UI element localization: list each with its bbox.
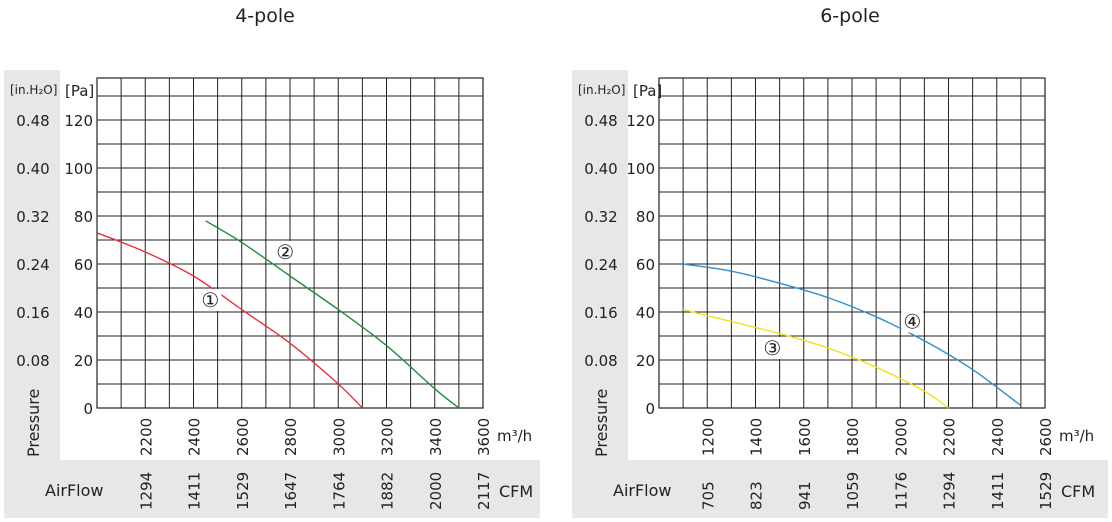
inh2o-unit-label: [in.H₂O] bbox=[10, 83, 57, 97]
series-line-1 bbox=[96, 232, 363, 409]
airflow-label: AirFlow bbox=[45, 481, 104, 500]
x-tick-label: 3000 bbox=[330, 418, 348, 456]
x-tick-label: 2600 bbox=[1037, 418, 1055, 456]
x-tick-label: 2000 bbox=[892, 418, 910, 456]
series-line-2 bbox=[682, 263, 1022, 407]
series-label: ③ bbox=[763, 336, 781, 360]
x-tick-label: 1600 bbox=[796, 418, 814, 456]
y-tick-label: 80 bbox=[74, 208, 93, 226]
series-label: ① bbox=[201, 288, 219, 312]
cfm-tick-label: 1059 bbox=[844, 472, 862, 510]
cfm-unit-label: CFM bbox=[1061, 482, 1095, 501]
y-tick-label: 60 bbox=[636, 256, 655, 274]
pressure-label: Pressure bbox=[592, 389, 611, 457]
x-tick-label: 2600 bbox=[234, 418, 252, 456]
inh2o-tick-label: 0.16 bbox=[584, 304, 617, 322]
inh2o-tick-label: 0.08 bbox=[584, 352, 617, 370]
x-tick-label: 2800 bbox=[282, 418, 300, 456]
series-label-bg bbox=[199, 289, 222, 311]
pressure-band bbox=[4, 70, 60, 460]
inh2o-tick-label: 0.16 bbox=[16, 304, 49, 322]
cfm-tick-label: 941 bbox=[796, 481, 814, 510]
x-tick-label: 2200 bbox=[137, 418, 155, 456]
cfm-tick-label: 2117 bbox=[475, 472, 493, 510]
cfm-tick-label: 1294 bbox=[941, 472, 959, 510]
airflow-band bbox=[4, 460, 540, 518]
inh2o-tick-label: 0.08 bbox=[16, 352, 49, 370]
x-tick-label: 1400 bbox=[748, 418, 766, 456]
cfm-tick-label: 1294 bbox=[137, 472, 155, 510]
pa-unit-label: [Pa] bbox=[65, 82, 94, 100]
inh2o-tick-label: 0.24 bbox=[584, 256, 617, 274]
x-tick-label: 2400 bbox=[989, 418, 1007, 456]
y-tick-label: 120 bbox=[64, 112, 93, 130]
cfm-tick-label: 1529 bbox=[1037, 472, 1055, 510]
y-tick-label: 100 bbox=[64, 160, 93, 178]
cfm-tick-label: 1764 bbox=[330, 472, 348, 510]
cfm-tick-label: 1176 bbox=[892, 472, 910, 510]
cfm-tick-label: 705 bbox=[699, 481, 717, 510]
y-tick-label: 40 bbox=[636, 304, 655, 322]
plot-frame bbox=[96, 77, 484, 409]
cfm-unit-label: CFM bbox=[499, 482, 533, 501]
x-tick-label: 2400 bbox=[186, 418, 204, 456]
airflow-band bbox=[572, 460, 1108, 518]
y-tick-label: 80 bbox=[636, 208, 655, 226]
inh2o-tick-label: 0.24 bbox=[16, 256, 49, 274]
series-line-2 bbox=[205, 220, 460, 409]
airflow-label: AirFlow bbox=[613, 481, 672, 500]
plot-frame bbox=[658, 77, 1046, 409]
series-label-bg bbox=[901, 310, 924, 333]
y-tick-label: 100 bbox=[626, 160, 655, 178]
cfm-tick-label: 823 bbox=[748, 481, 766, 510]
inh2o-unit-label: [in.H₂O] bbox=[578, 83, 625, 97]
y-tick-label: 20 bbox=[74, 352, 93, 370]
inh2o-tick-label: 0.40 bbox=[16, 160, 49, 178]
x-unit-label: m³/h bbox=[497, 427, 532, 445]
x-tick-label: 1800 bbox=[844, 418, 862, 456]
x-tick-label: 2200 bbox=[941, 418, 959, 456]
y-tick-label: 20 bbox=[636, 352, 655, 370]
chart-title: 4-pole bbox=[235, 5, 295, 27]
x-tick-label: 3400 bbox=[427, 418, 445, 456]
x-unit-label: m³/h bbox=[1059, 427, 1094, 445]
y-tick-label: 0 bbox=[83, 400, 93, 418]
cfm-tick-label: 1529 bbox=[234, 472, 252, 510]
y-tick-label: 60 bbox=[74, 256, 93, 274]
pa-unit-label: [Pa] bbox=[633, 82, 662, 100]
series-label: ④ bbox=[903, 310, 921, 334]
inh2o-tick-label: 0.32 bbox=[584, 208, 617, 226]
inh2o-tick-label: 0.32 bbox=[16, 208, 49, 226]
cfm-tick-label: 1882 bbox=[379, 472, 397, 510]
y-tick-label: 40 bbox=[74, 304, 93, 322]
pressure-band bbox=[572, 70, 628, 460]
x-tick-label: 3200 bbox=[379, 418, 397, 456]
inh2o-tick-label: 0.48 bbox=[584, 112, 617, 130]
cfm-tick-label: 2000 bbox=[427, 472, 445, 510]
inh2o-tick-label: 0.48 bbox=[16, 112, 49, 130]
x-tick-label: 3600 bbox=[475, 418, 493, 456]
series-label-bg bbox=[761, 337, 784, 359]
series-label-bg bbox=[274, 241, 297, 263]
pressure-label: Pressure bbox=[24, 389, 43, 457]
series-line-1 bbox=[682, 308, 949, 409]
inh2o-tick-label: 0.40 bbox=[584, 160, 617, 178]
cfm-tick-label: 1411 bbox=[989, 472, 1007, 510]
y-tick-label: 120 bbox=[626, 112, 655, 130]
y-tick-label: 0 bbox=[645, 400, 655, 418]
series-label: ② bbox=[276, 240, 294, 264]
cfm-tick-label: 1411 bbox=[186, 472, 204, 510]
x-tick-label: 1200 bbox=[699, 418, 717, 456]
chart-title: 6-pole bbox=[820, 5, 880, 27]
cfm-tick-label: 1647 bbox=[282, 472, 300, 510]
